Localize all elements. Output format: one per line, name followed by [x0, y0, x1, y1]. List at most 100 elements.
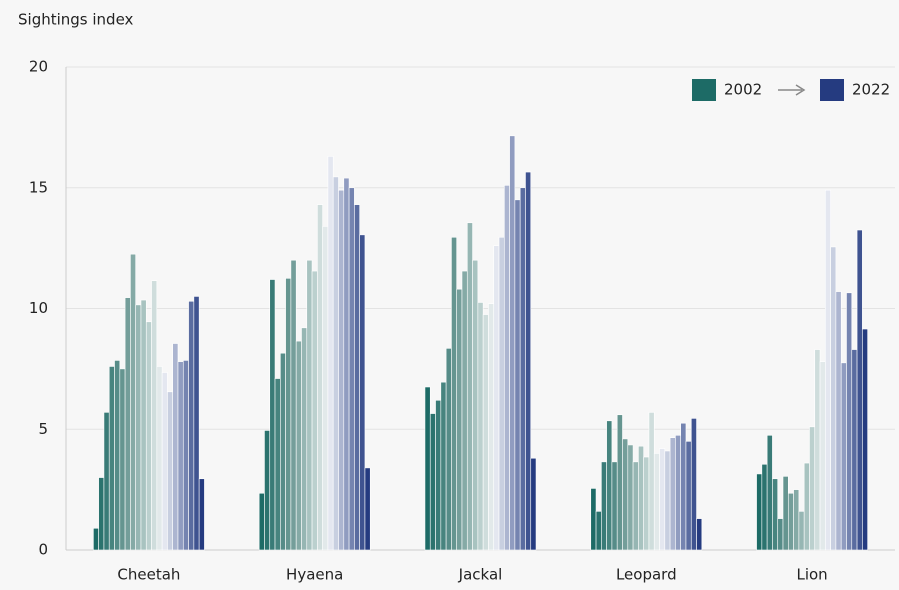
y-axis-title: Sightings index — [18, 11, 134, 29]
legend-start: 2002 — [724, 81, 762, 99]
bar — [429, 413, 436, 551]
bar — [332, 176, 339, 551]
bar — [648, 412, 655, 551]
bar — [595, 511, 602, 551]
bar — [145, 321, 152, 551]
bar — [675, 434, 681, 551]
bar — [835, 291, 842, 551]
bar — [114, 360, 121, 551]
bar — [477, 302, 484, 551]
bar — [193, 296, 200, 551]
x-tick-label: Cheetah — [117, 566, 180, 584]
bar — [461, 270, 468, 551]
bar — [93, 527, 99, 551]
bar — [685, 441, 692, 551]
bar — [167, 391, 174, 551]
bar — [664, 450, 671, 551]
bar — [509, 135, 516, 551]
y-tick-label: 15 — [29, 178, 48, 196]
bar — [172, 343, 179, 551]
bar — [803, 462, 810, 551]
bar — [514, 199, 521, 551]
bar — [777, 518, 784, 551]
bar — [488, 303, 495, 551]
bar — [611, 461, 618, 551]
bar — [327, 156, 334, 551]
bar — [772, 478, 779, 551]
bar — [680, 422, 687, 551]
bar — [359, 234, 366, 551]
y-tick-label: 10 — [29, 299, 48, 317]
bar — [424, 386, 431, 551]
bar — [830, 246, 837, 551]
bar — [151, 280, 158, 551]
bar — [482, 314, 489, 551]
bar — [456, 288, 463, 551]
bar — [280, 352, 286, 551]
bar — [472, 259, 479, 551]
bar — [851, 349, 858, 551]
bar — [188, 300, 195, 551]
x-tick-label: Leopard — [616, 566, 677, 584]
bar — [348, 187, 355, 551]
bar — [108, 366, 115, 551]
bar — [156, 366, 163, 551]
bar — [274, 378, 281, 551]
bar — [269, 279, 276, 551]
bar — [290, 259, 297, 551]
bar — [343, 177, 350, 551]
bar — [690, 418, 697, 551]
bar — [440, 381, 447, 551]
bar — [435, 399, 442, 551]
bar — [98, 477, 105, 551]
bar — [793, 489, 800, 551]
legend-swatch-end — [820, 79, 844, 101]
bar — [498, 236, 505, 551]
bar — [338, 189, 345, 551]
bar — [177, 361, 184, 551]
x-tick-label: Hyaena — [286, 566, 343, 584]
bar — [761, 463, 768, 551]
bar — [130, 253, 136, 551]
bar — [840, 362, 847, 551]
bar — [198, 478, 205, 551]
bar — [264, 430, 271, 551]
bar — [530, 457, 537, 551]
bar — [632, 461, 639, 551]
bar — [135, 304, 142, 551]
bar — [493, 245, 500, 551]
y-tick-label: 0 — [38, 541, 48, 559]
bar — [627, 444, 634, 551]
bar — [638, 445, 644, 551]
bar — [696, 518, 703, 551]
y-tick-label: 5 — [38, 420, 48, 438]
bar — [182, 360, 189, 551]
bar — [601, 461, 607, 551]
bar — [669, 437, 676, 551]
bar — [258, 492, 265, 551]
bar — [317, 204, 323, 551]
bar — [103, 412, 110, 551]
legend-swatch-start — [692, 79, 716, 101]
bar — [643, 456, 650, 551]
bar — [124, 297, 131, 551]
bar — [756, 473, 763, 551]
bar — [140, 299, 147, 551]
bar — [782, 476, 789, 551]
bar — [161, 372, 168, 551]
x-tick-label: Lion — [796, 566, 827, 584]
bar — [354, 204, 360, 551]
bar — [606, 420, 613, 551]
y-tick-label: 20 — [29, 58, 48, 76]
bar — [119, 368, 126, 551]
bar — [285, 278, 292, 551]
bar — [322, 226, 329, 551]
bar — [301, 327, 308, 551]
bar — [311, 270, 318, 551]
bar — [364, 467, 371, 551]
bar — [862, 328, 868, 551]
bar — [659, 448, 666, 551]
bar — [295, 340, 302, 551]
bar — [787, 492, 794, 551]
